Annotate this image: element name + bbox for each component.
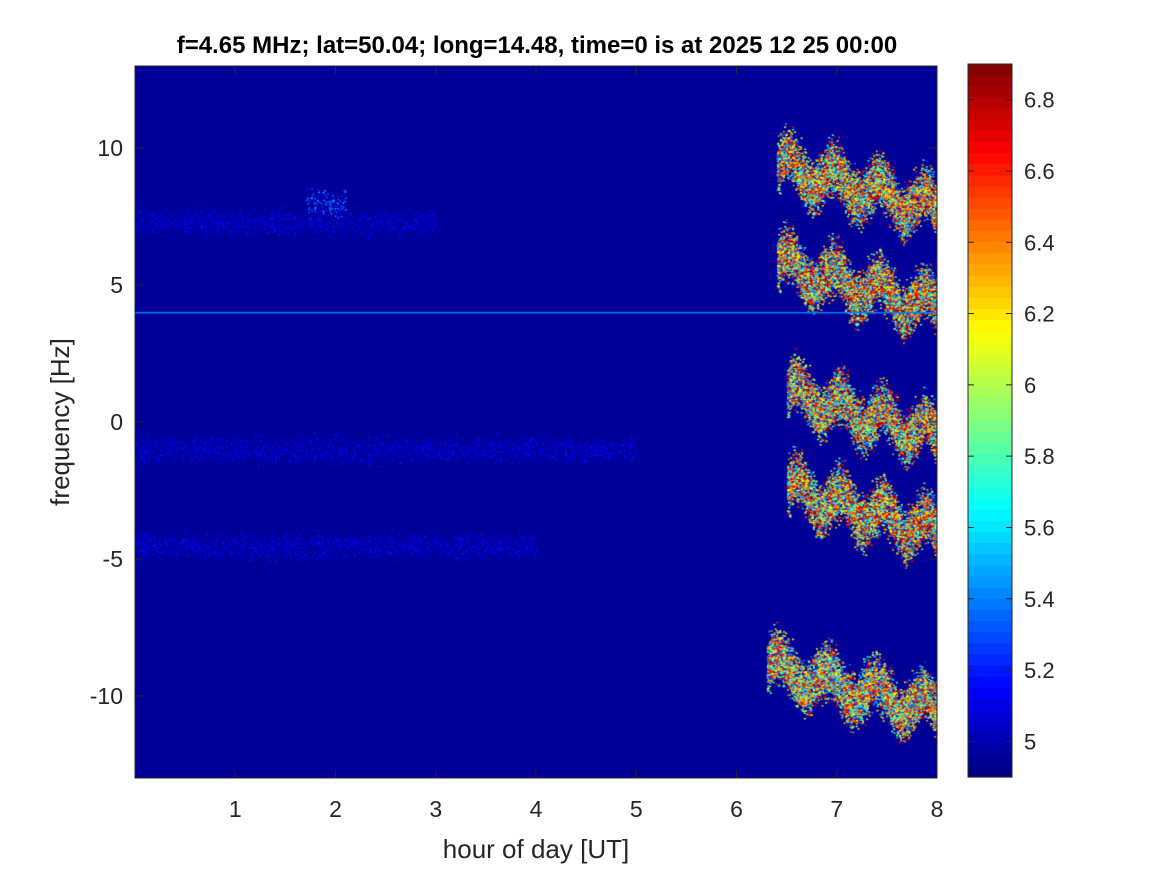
colorbar-segment: [968, 242, 1012, 254]
colorbar-segment: [968, 431, 1012, 444]
colorbar-tick-label: 6.4: [1024, 230, 1055, 255]
colorbar-segment: [968, 442, 1012, 455]
y-axis: 10 5 0 -5 -10: [90, 135, 937, 709]
colorbar-segment: [968, 509, 1012, 522]
colorbar-segment: [968, 86, 1012, 99]
chart-title: f=4.65 MHz; lat=50.04; long=14.48, time=…: [177, 32, 897, 59]
colorbar-segment: [968, 342, 1012, 355]
colorbar-segment: [968, 264, 1012, 277]
y-tick-label: 10: [97, 135, 123, 161]
colorbar-segment: [968, 231, 1012, 243]
colorbar-segment: [968, 621, 1012, 633]
y-tick-label: 0: [110, 409, 123, 435]
colorbar-segment: [968, 420, 1012, 433]
colorbar-segment: [968, 64, 1012, 76]
colorbar-segment: [968, 153, 1012, 165]
colorbar-segment: [968, 609, 1012, 622]
x-tick-label: 7: [830, 796, 843, 822]
y-tick-label: -5: [103, 546, 123, 572]
colorbar-segment: [968, 297, 1012, 310]
x-tick-label: 6: [730, 796, 743, 822]
colorbar-segment: [968, 275, 1012, 288]
colorbar-segment: [968, 498, 1012, 511]
colorbar-segment: [968, 97, 1012, 110]
colorbar-tick-label: 6.8: [1024, 88, 1055, 113]
colorbar-segment: [968, 286, 1012, 299]
colorbar-segment: [968, 576, 1012, 589]
colorbar-tick-label: 5.4: [1024, 587, 1055, 612]
colorbar-segment: [968, 687, 1012, 700]
colorbar-segment: [968, 754, 1012, 767]
colorbar-segment: [968, 699, 1012, 711]
colorbar-tick-label: 6: [1024, 373, 1036, 398]
colorbar-segment: [968, 353, 1012, 366]
x-tick-label: 3: [429, 796, 442, 822]
colorbar-segment: [968, 320, 1012, 332]
colorbar-frame: [967, 63, 1013, 778]
colorbar-segment: [968, 710, 1012, 722]
colorbar-segment: [968, 643, 1012, 656]
x-tick-label: 8: [931, 796, 944, 822]
colorbar-segment: [968, 598, 1012, 611]
colorbar-segment: [968, 130, 1012, 143]
colorbar-segment: [968, 654, 1012, 667]
colorbar-segment: [968, 364, 1012, 377]
colorbar-segment: [968, 108, 1012, 121]
x-axis-label: hour of day [UT]: [443, 834, 629, 864]
spectrogram-heatmap: [135, 66, 937, 778]
colorbar-segment: [968, 409, 1012, 422]
x-tick-label: 5: [630, 796, 643, 822]
colorbar-segment: [968, 565, 1012, 578]
x-axis: 1 2 3 4 5 6 7 8: [229, 66, 944, 822]
colorbar-segment: [968, 732, 1012, 745]
colorbar-segment: [968, 543, 1012, 555]
y-tick-label: -10: [90, 683, 123, 709]
colorbar-segment: [968, 531, 1012, 544]
colorbar-segment: [968, 587, 1012, 600]
colorbar-segment: [968, 665, 1012, 678]
colorbar-segment: [968, 632, 1012, 644]
colorbar: 6.8 6.6 6.4 6.2 6 5.8 5.6 5.4 5.2 5: [967, 63, 1055, 778]
y-tick-label: 5: [110, 272, 123, 298]
colorbar-segment: [968, 743, 1012, 756]
colorbar-tick-label: 5.6: [1024, 515, 1055, 540]
plot-frame: [134, 65, 938, 779]
x-tick-label: 2: [329, 796, 342, 822]
colorbar-segment: [968, 208, 1012, 221]
colorbar-segment: [968, 721, 1012, 734]
colorbar-segment: [968, 387, 1012, 399]
colorbar-segment: [968, 309, 1012, 321]
colorbar-segment: [968, 197, 1012, 210]
colorbar-segment: [968, 487, 1012, 500]
colorbar-segment: [968, 175, 1012, 188]
colorbar-segment: [968, 398, 1012, 410]
y-axis-label: frequency [Hz]: [45, 338, 75, 506]
colorbar-tick-label: 5: [1024, 729, 1036, 754]
colorbar-segment: [968, 676, 1012, 689]
colorbar-segment: [968, 453, 1012, 466]
colorbar-segment: [968, 476, 1012, 488]
colorbar-tick-label: 6.6: [1024, 159, 1055, 184]
colorbar-segment: [968, 331, 1012, 344]
colorbar-segment: [968, 520, 1012, 533]
x-tick-label: 1: [229, 796, 242, 822]
colorbar-segment: [968, 375, 1012, 388]
colorbar-segment: [968, 765, 1012, 778]
colorbar-segment: [968, 465, 1012, 477]
colorbar-segment: [968, 554, 1012, 566]
colorbar-segment: [968, 164, 1012, 177]
colorbar-tick-label: 5.2: [1024, 658, 1055, 683]
colorbar-tick-label: 5.8: [1024, 444, 1055, 469]
colorbar-tick-label: 6.2: [1024, 302, 1055, 327]
colorbar-segment: [968, 219, 1012, 232]
x-tick-label: 4: [530, 796, 543, 822]
colorbar-segment: [968, 141, 1012, 154]
colorbar-segment: [968, 186, 1012, 199]
colorbar-segment: [968, 253, 1012, 266]
colorbar-segment: [968, 119, 1012, 132]
colorbar-segment: [968, 75, 1012, 87]
